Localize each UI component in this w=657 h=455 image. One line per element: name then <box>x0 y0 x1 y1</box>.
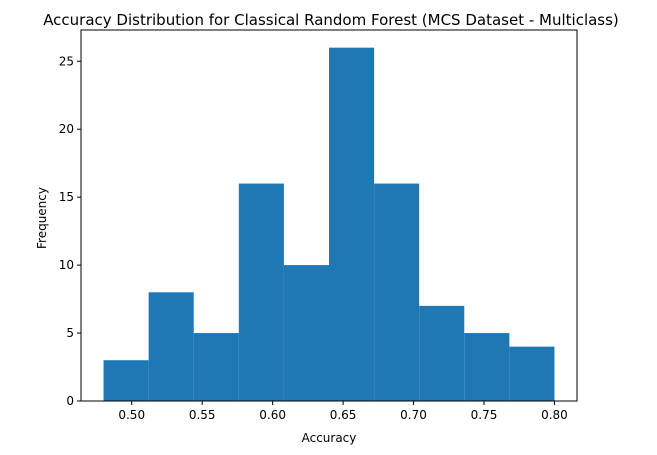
histogram-bar <box>329 47 375 402</box>
y-tick-label: 0 <box>66 394 74 408</box>
x-tick-label: 0.50 <box>118 408 145 422</box>
y-axis-ticks: 0 5 10 15 20 25 <box>59 54 81 408</box>
x-tick-label: 0.75 <box>471 408 498 422</box>
histogram-bar <box>419 305 465 401</box>
plot-frame <box>80 29 578 402</box>
histogram-bar <box>148 292 194 401</box>
histogram-bar <box>283 265 329 401</box>
x-tick-label: 0.60 <box>259 408 286 422</box>
y-tick-label: 20 <box>59 122 74 136</box>
histogram-bar <box>509 346 555 401</box>
chart-title: Accuracy Distribution for Classical Rand… <box>43 11 619 29</box>
histogram-bar <box>193 333 239 401</box>
x-tick-label: 0.65 <box>330 408 357 422</box>
y-axis-label: Frequency <box>35 187 49 249</box>
x-tick-label: 0.70 <box>400 408 427 422</box>
histogram-bar <box>238 183 284 401</box>
histogram-bar <box>374 183 420 401</box>
x-axis-ticks: 0.50 0.55 0.60 0.65 0.70 0.75 0.80 <box>118 401 568 422</box>
x-axis-label: Accuracy <box>302 431 357 445</box>
y-tick-label: 10 <box>59 258 74 272</box>
histogram-bar <box>103 360 149 401</box>
y-tick-label: 15 <box>59 190 74 204</box>
x-tick-label: 0.55 <box>189 408 216 422</box>
y-tick-label: 5 <box>66 326 74 340</box>
y-tick-label: 25 <box>59 54 74 68</box>
histogram-bar <box>464 333 510 401</box>
x-tick-label: 0.80 <box>541 408 568 422</box>
bars-group <box>103 47 555 402</box>
